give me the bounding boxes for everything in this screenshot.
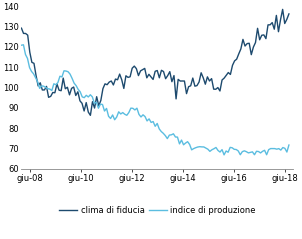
indice di produzione <box>40 84 43 87</box>
Line: indice di produzione: indice di produzione <box>21 45 289 155</box>
indice di produzione <box>281 146 285 149</box>
indice di produzione <box>20 44 23 47</box>
indice di produzione <box>275 148 278 151</box>
Legend: clima di fiducia, indice di produzione: clima di fiducia, indice di produzione <box>56 202 259 218</box>
clima di fiducia <box>95 95 98 98</box>
indice di produzione <box>287 144 291 147</box>
clima di fiducia <box>162 70 165 73</box>
clima di fiducia <box>287 12 291 15</box>
clima di fiducia <box>32 62 36 65</box>
clima di fiducia <box>256 27 259 30</box>
Line: clima di fiducia: clima di fiducia <box>21 9 289 115</box>
indice di produzione <box>190 148 194 151</box>
clima di fiducia <box>88 114 92 117</box>
clima di fiducia <box>281 8 284 11</box>
clima di fiducia <box>181 80 184 82</box>
clima di fiducia <box>20 27 23 30</box>
indice di produzione <box>222 153 226 156</box>
indice di produzione <box>22 43 25 46</box>
indice di produzione <box>206 148 210 151</box>
indice di produzione <box>198 145 201 148</box>
clima di fiducia <box>233 60 236 62</box>
